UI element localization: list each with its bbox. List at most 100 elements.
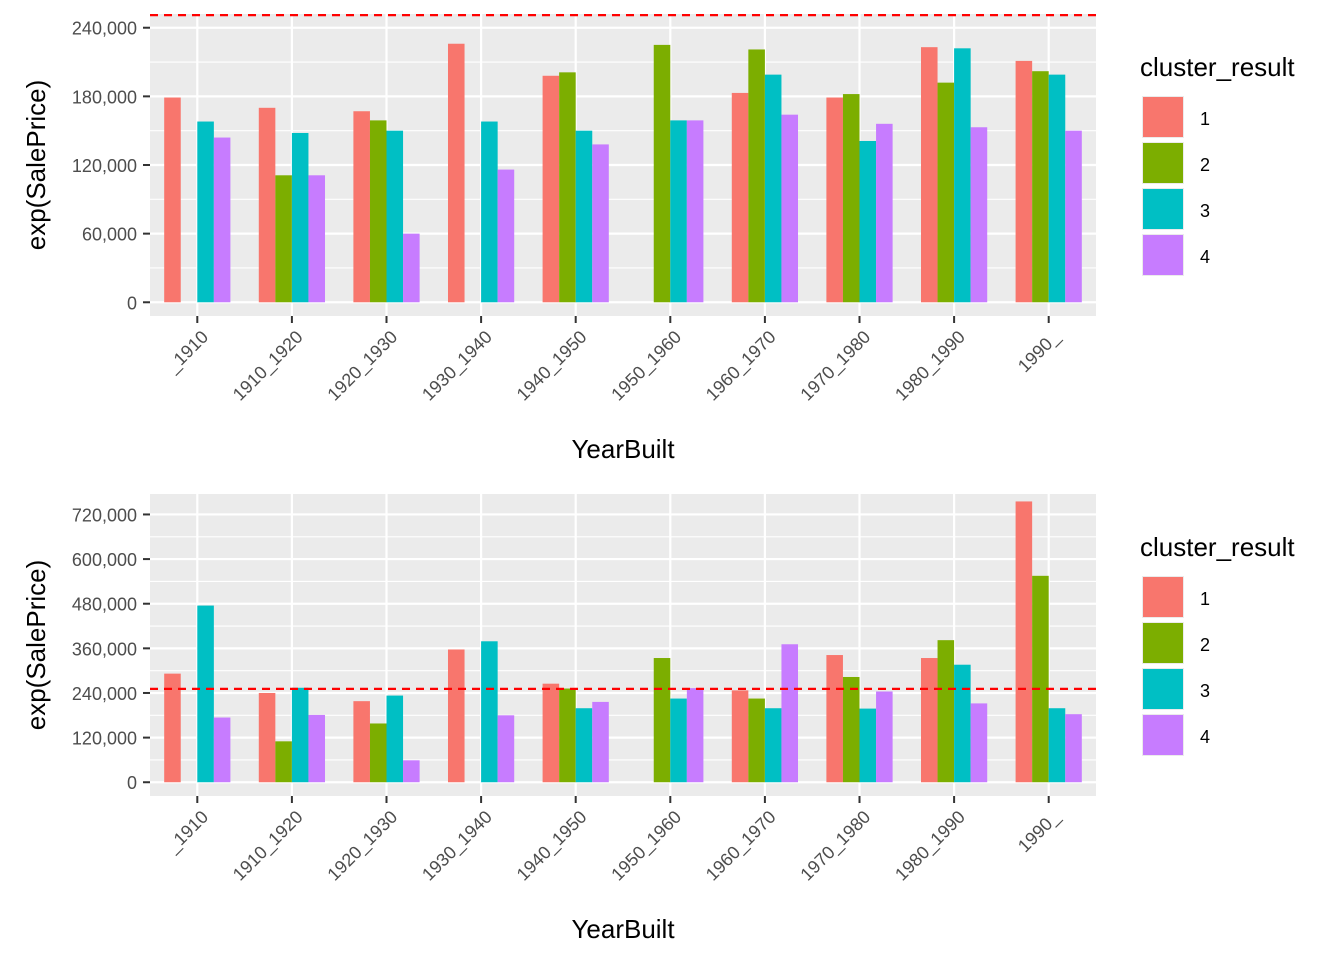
bar-cluster-4-1970_1980 [876,691,893,783]
bar-cluster-4-1990_ [1065,714,1082,783]
y-tick-label: 240,000 [72,684,137,704]
x-tick-label: 1930_1940 [418,327,497,406]
legend-swatch-1 [1143,577,1183,617]
bar-cluster-3-1920_1930 [386,130,404,303]
y-tick-label: 120,000 [72,729,137,749]
bar-cluster-3-1960_1970 [764,74,782,303]
bar-cluster-1-1920_1930 [353,111,370,303]
legend: cluster_result 1 2 3 4 [1140,52,1295,276]
bar-cluster-4-1950_1960 [686,688,704,783]
x-tick-label: 1990_ [1014,326,1065,377]
bar-cluster-2-1940_1950 [559,688,576,783]
legend-label-3: 3 [1200,201,1210,221]
bar-cluster-1-1940_1950 [542,75,560,303]
bar-cluster-3-1980_1990 [954,664,971,783]
bar-cluster-2-1970_1980 [842,676,860,783]
bar-cluster-1-1940_1950 [542,683,560,783]
bar-cluster-4-1980_1990 [970,127,988,303]
bar-cluster-2-1990_ [1032,575,1049,783]
bar-cluster-3-1910_1920 [291,687,309,783]
bar-cluster-1-1960_1970 [731,690,749,783]
y-tick-label: 60,000 [82,225,137,245]
bar-cluster-4-1980_1990 [970,703,988,783]
legend-label-1: 1 [1200,589,1210,609]
x-tick-label: 1980_1990 [891,327,970,406]
bar-cluster-4-1960_1970 [781,114,799,303]
y-axis-title: exp(SalePrice) [21,80,51,251]
bar-cluster-4-_1910 [213,717,231,783]
legend-label-4: 4 [1200,247,1210,267]
bar-cluster-2-1960_1970 [748,698,765,783]
chart-panel-2: 0 120,000 240,000 360,000 480,000 600,000 720,… [21,494,1295,944]
bar-cluster-1-1970_1980 [826,97,843,303]
bar-cluster-1-1930_1940 [447,649,465,783]
bar-cluster-3-1950_1960 [670,120,687,303]
bar-cluster-4-1950_1960 [686,120,704,303]
legend-swatch-2 [1143,143,1183,183]
legend-swatch-3 [1143,669,1183,709]
bar-cluster-3-1940_1950 [575,130,593,303]
legend-label-4: 4 [1200,727,1210,747]
bar-cluster-4-1910_1920 [308,175,326,303]
bar-cluster-4-1920_1930 [403,760,420,783]
x-tick-label: 1970_1980 [796,807,875,886]
bar-cluster-2-1980_1990 [937,640,955,783]
bar-cluster-4-1940_1950 [592,701,609,783]
bar-cluster-1-_1910 [164,97,181,303]
bar-cluster-4-1910_1920 [308,714,326,783]
bar-cluster-4-1920_1930 [403,233,420,303]
x-tick-label: 1920_1930 [323,807,402,886]
bar-cluster-4-1930_1940 [497,715,515,783]
legend-label-3: 3 [1200,681,1210,701]
bar-cluster-3-1960_1970 [764,708,782,783]
x-tick-label: 1980_1990 [891,807,970,886]
bar-cluster-2-1940_1950 [559,72,576,303]
bar-cluster-3-1940_1950 [575,708,593,783]
y-tick-label: 120,000 [72,156,137,176]
x-tick-label: 1930_1940 [418,807,497,886]
x-tick-label: 1920_1930 [323,327,402,406]
legend: cluster_result 1 2 3 4 [1140,532,1295,756]
legend-label-2: 2 [1200,155,1210,175]
legend-swatch-4 [1143,715,1183,755]
bar-cluster-3-1930_1940 [481,121,498,303]
x-tick-label: 1940_1950 [513,327,592,406]
bar-cluster-4-1930_1940 [497,169,515,303]
y-tick-label: 720,000 [72,505,137,525]
bar-cluster-1-1910_1920 [258,107,276,303]
x-tick-label: 1950_1960 [607,327,686,406]
bar-cluster-1-1930_1940 [447,43,465,303]
x-tick-label: 1950_1960 [607,807,686,886]
bar-cluster-4-1960_1970 [781,644,799,783]
bar-cluster-4-1940_1950 [592,144,609,303]
bar-cluster-2-1960_1970 [748,49,765,303]
bar-cluster-4-1990_ [1065,130,1082,303]
x-axis-title: YearBuilt [571,914,675,944]
bar-cluster-1-1990_ [1015,501,1033,783]
bar-cluster-1-1920_1930 [353,701,370,783]
x-tick-label: 1960_1970 [702,327,781,406]
bar-cluster-2-1980_1990 [937,82,955,303]
chart-panel-1: 0 60,000 120,000 180,000 240,000 _1910 1910_19… [21,14,1295,464]
x-tick-label: _1910 [162,327,213,378]
bar-cluster-4-1970_1980 [876,123,893,303]
bar-cluster-3-1920_1930 [386,695,404,783]
bar-cluster-1-1960_1970 [731,92,749,303]
bar-cluster-3-_1910 [197,605,214,783]
bar-cluster-3-1980_1990 [954,48,971,303]
bar-cluster-3-1930_1940 [481,641,498,783]
y-tick-label: 480,000 [72,595,137,615]
legend-title: cluster_result [1140,52,1295,82]
bar-cluster-1-1980_1990 [920,658,938,783]
legend-swatch-2 [1143,623,1183,663]
legend-swatch-3 [1143,189,1183,229]
x-axis-title: YearBuilt [571,434,675,464]
bar-cluster-3-1990_ [1048,74,1066,303]
bar-cluster-2-1920_1930 [369,120,387,303]
x-tick-label: 1990_ [1014,806,1065,857]
legend-swatch-4 [1143,235,1183,275]
legend-title: cluster_result [1140,532,1295,562]
x-tick-label: 1960_1970 [702,807,781,886]
bar-cluster-2-1920_1930 [369,723,387,783]
x-tick-label: 1940_1950 [513,807,592,886]
